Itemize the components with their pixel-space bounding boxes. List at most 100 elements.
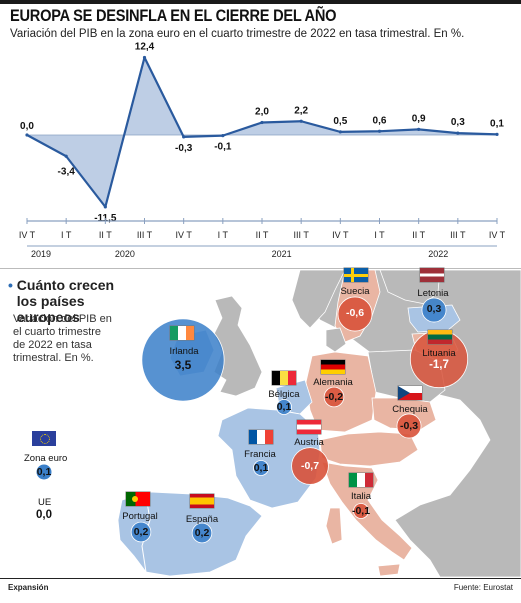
country-label-austria: Austria: [294, 437, 324, 448]
chart-point: [25, 133, 29, 137]
gdp-line-chart: 0,0-3,4-11,512,4-0,3 -0,12,0 2,20,5 0,6 0,9 0…: [19, 42, 506, 260]
chart-x-tick-label: III T: [137, 230, 153, 240]
chart-x-tick-label: II T: [99, 230, 112, 240]
country-value-letonia: 0,3: [426, 303, 442, 315]
chart-point: [142, 55, 147, 60]
chart-data-label: 0,5: [333, 116, 347, 127]
chart-x-tick-label: IV T: [175, 230, 192, 240]
bubble-alemania: [323, 386, 345, 408]
chart-data-label: 0,6: [373, 115, 387, 126]
chart-x-tick-label: IV T: [489, 230, 506, 240]
chart-x-tick-label: I T: [218, 230, 229, 240]
chart-year-label: 2020: [115, 249, 135, 259]
chart-point: [260, 120, 264, 125]
country-value-lituania: -1,7: [429, 359, 449, 371]
map-land-austria: [319, 431, 419, 467]
country-label-belgica: Bélgica: [268, 389, 300, 400]
chart-point: [103, 205, 107, 209]
bubble-espana: [191, 522, 213, 544]
ue-value: 0,0: [36, 509, 52, 521]
chart-point: [377, 129, 382, 133]
chart-data-label: 2,0: [255, 107, 269, 118]
bubble-francia: [253, 460, 269, 476]
map-land-cerdena: [325, 507, 343, 545]
map-land-norway: [291, 270, 346, 329]
map-land-sicilia: [377, 563, 401, 577]
zona-euro-bubble: [36, 464, 52, 480]
country-label-francia: Francia: [244, 449, 276, 460]
chart-data-label: 0,0: [20, 121, 34, 132]
chart-x-tick-label: I T: [61, 230, 72, 240]
section-divider: [0, 268, 521, 269]
country-label-letonia: Letonia: [417, 288, 449, 299]
country-value-italia: -0,1: [351, 505, 371, 517]
belgica-flag-icon: [272, 371, 296, 385]
chart-data-label: 12,4: [135, 42, 155, 53]
bubble-belgica: [276, 399, 292, 415]
chart-data-label: -3,4: [58, 166, 76, 177]
austria-flag-icon: [297, 420, 321, 434]
chart-x-tick-label: III T: [293, 230, 309, 240]
country-label-espana: España: [185, 514, 219, 525]
country-value-chequia: -0,3: [399, 420, 419, 432]
alemania-flag-icon: [321, 360, 345, 374]
chart-point: [182, 135, 186, 139]
chart-data-label: 0,9: [412, 113, 426, 124]
country-label-portugal: Portugal: [122, 511, 158, 522]
country-value-portugal: 0,2: [133, 526, 149, 538]
chart-x-tick-label: IV T: [332, 230, 349, 240]
country-value-austria: -0,7: [300, 460, 320, 472]
section-bullet: •: [8, 277, 13, 293]
zona-euro-label: Zona euro: [24, 453, 68, 464]
espana-flag-icon: [190, 494, 214, 508]
country-value-suecia: -0,6: [345, 307, 365, 319]
country-label-suecia: Suecia: [340, 286, 370, 297]
page-title: EUROPA SE DESINFLA EN EL CIERRE DEL AÑO: [10, 6, 337, 25]
lituania-flag-icon: [428, 330, 452, 344]
section-description: Variación del PIB en el cuarto trimestre…: [13, 313, 112, 364]
bubble-irlanda: [141, 318, 225, 402]
chart-point: [417, 127, 421, 131]
chart-data-label: 0,1: [490, 118, 504, 129]
irlanda-flag-icon: [170, 326, 194, 340]
chart-point: [221, 134, 225, 138]
chart-x-tick-label: I T: [374, 230, 385, 240]
chart-data-label: -0,3: [175, 143, 193, 154]
bubble-chequia: [396, 413, 422, 439]
chart-point: [64, 154, 68, 158]
chart-x-tick-label: II T: [256, 230, 269, 240]
country-label-italia: Italia: [350, 491, 372, 502]
bubble-portugal: [130, 521, 152, 543]
bubble-italia: [353, 503, 369, 519]
section-title: • Cuánto crecen los países europeos: [8, 277, 132, 325]
chart-x-tick-label: IV T: [19, 230, 36, 240]
italia-flag-icon: [349, 473, 373, 487]
chart-point: [338, 130, 342, 134]
country-value-alemania: -0,2: [324, 391, 344, 403]
letonia-flag-icon: [420, 268, 444, 282]
country-value-belgica: 0,1: [276, 401, 292, 413]
chart-x-tick-label: II T: [412, 230, 425, 240]
footer-source: Fuente: Eurostat: [453, 583, 513, 592]
chart-point: [456, 131, 460, 135]
map-land-denmark: [325, 327, 347, 353]
country-label-lituania: Lituania: [422, 348, 456, 359]
page-subtitle: Variación del PIB en la zona euro en el …: [10, 28, 465, 40]
chequia-flag-icon: [398, 386, 422, 400]
suecia-flag-icon: [344, 268, 368, 282]
chart-data-label: 2,2: [294, 105, 308, 116]
zona-euro-value: 0,1: [36, 466, 52, 478]
footer-rule: [0, 578, 521, 579]
chart-year-label: 2019: [31, 249, 51, 259]
chart-point: [299, 119, 303, 123]
country-value-irlanda: 3,5: [174, 358, 192, 372]
country-label-chequia: Chequia: [392, 404, 428, 415]
bubble-suecia: [337, 296, 373, 332]
top-rule: [0, 0, 521, 4]
chart-x-tick-label: III T: [450, 230, 466, 240]
chart-data-label: 0,3: [451, 117, 465, 128]
chart-area-fill: [27, 57, 497, 207]
section-title-text: Cuánto crecen los países europeos: [16, 277, 115, 325]
country-label-alemania: Alemania: [313, 377, 353, 388]
